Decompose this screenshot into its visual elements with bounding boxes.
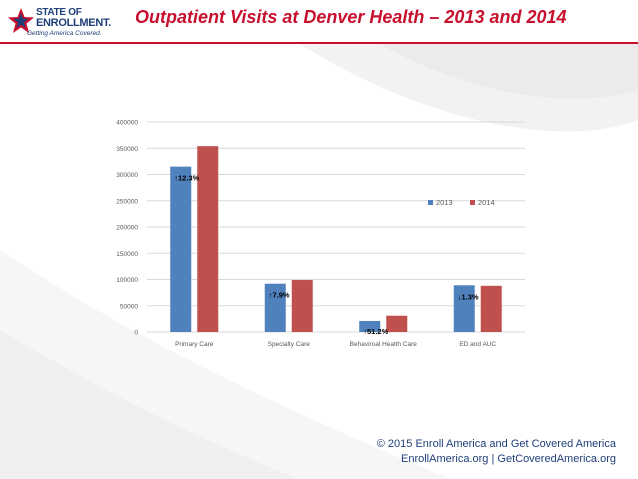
percent-change-annotation: ↑12.3% bbox=[174, 174, 199, 183]
bar-2013-0 bbox=[170, 166, 192, 332]
bar-2014-3 bbox=[480, 285, 502, 332]
y-tick-label: 300000 bbox=[116, 172, 138, 179]
y-tick-label: 350000 bbox=[116, 146, 138, 153]
percent-change-annotation: ↑51.2% bbox=[363, 327, 388, 336]
y-tick-label: 50000 bbox=[120, 303, 138, 310]
x-tick-label: Primary Care bbox=[175, 341, 214, 348]
x-tick-label: ED and AUC bbox=[459, 341, 496, 348]
bar-2013-2 bbox=[359, 320, 381, 332]
y-tick-label: 200000 bbox=[116, 225, 138, 232]
logo-line-1: STATE OF bbox=[36, 7, 82, 18]
slide-title: Outpatient Visits at Denver Health – 201… bbox=[135, 7, 567, 27]
bar-2013-3 bbox=[453, 285, 475, 332]
title-divider bbox=[0, 42, 638, 44]
y-tick-label: 400000 bbox=[116, 120, 138, 127]
y-tick-label: 250000 bbox=[116, 198, 138, 205]
legend-swatch-2014 bbox=[470, 200, 475, 205]
bar-2014-0 bbox=[197, 146, 219, 332]
legend-label-2014: 2014 bbox=[478, 198, 495, 207]
x-tick-label: Behaviroal Health Care bbox=[350, 341, 418, 348]
footer: © 2015 Enroll America and Get Covered Am… bbox=[377, 437, 616, 467]
bar-2014-1 bbox=[291, 280, 313, 332]
y-tick-label: 0 bbox=[134, 330, 138, 337]
state-of-enrollment-logo: STATE OF ENROLLMENT. Getting America Cov… bbox=[6, 4, 116, 38]
bar-2013-1 bbox=[264, 283, 286, 332]
footer-copyright: © 2015 Enroll America and Get Covered Am… bbox=[376, 438, 616, 450]
percent-change-annotation: ↑7.9% bbox=[269, 291, 290, 300]
legend-swatch-2013 bbox=[428, 200, 433, 205]
logo-tagline: Getting America Covered. bbox=[27, 30, 102, 37]
legend-label-2013: 2013 bbox=[436, 198, 453, 207]
y-tick-label: 100000 bbox=[116, 277, 138, 284]
percent-change-annotation: ↓1.3% bbox=[458, 292, 479, 301]
logo-line-2: ENROLLMENT. bbox=[36, 17, 111, 29]
x-tick-label: Specialty Care bbox=[268, 341, 311, 348]
star-icon bbox=[8, 8, 34, 33]
footer-links: EnrollAmerica.org | GetCoveredAmerica.or… bbox=[401, 453, 616, 465]
y-tick-label: 150000 bbox=[116, 251, 138, 258]
bar-2014-2 bbox=[386, 315, 408, 332]
